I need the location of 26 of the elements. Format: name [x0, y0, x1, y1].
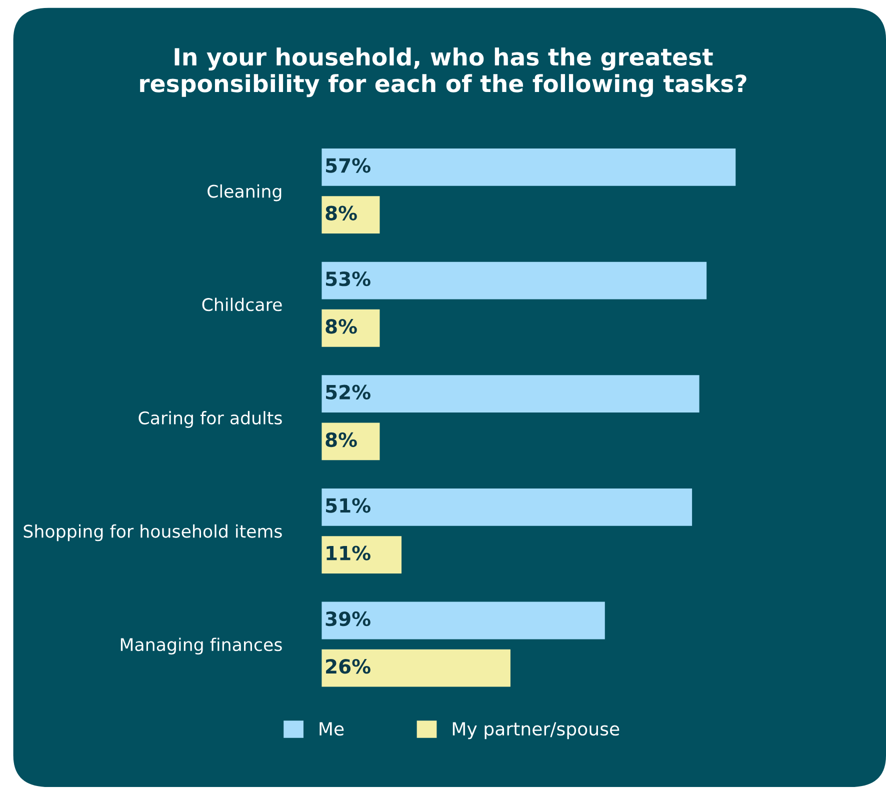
y-tick-label: Caring for adults [138, 411, 282, 428]
data-label: 11% [326, 546, 370, 560]
data-label: 39% [326, 611, 370, 626]
y-tick-label: Shopping for household items [24, 524, 282, 542]
bar [322, 649, 510, 687]
y-tick-label: Managing finances [120, 638, 282, 654]
bar [322, 602, 605, 640]
data-label: 53% [326, 271, 370, 286]
data-label: 51% [326, 498, 370, 513]
data-label: 26% [326, 659, 370, 674]
chart-title: In your household, who has the greatest responsibility for each of the following tasks? [140, 47, 746, 98]
data-label: 57% [326, 158, 370, 173]
data-label: 52% [326, 384, 370, 400]
bar [322, 536, 402, 574]
bar [322, 422, 380, 460]
bar [322, 262, 707, 300]
bar [322, 148, 736, 186]
y-tick-label: Cleaning [208, 184, 282, 202]
bar [322, 375, 700, 413]
data-label: 8% [326, 432, 357, 448]
data-label: 8% [326, 319, 357, 334]
legend-label: My partner/spouse [452, 722, 620, 740]
data-label: 8% [326, 206, 357, 220]
bar [322, 488, 692, 526]
legend-label: Me [320, 722, 344, 736]
y-tick-label: Childcare [202, 298, 282, 312]
